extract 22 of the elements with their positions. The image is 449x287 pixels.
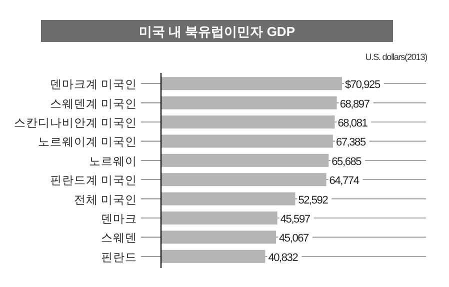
category: 노르웨이 <box>89 156 137 168</box>
category: 덴마크 <box>101 214 137 226</box>
category: 스칸디나비안계 미국인 <box>14 118 137 130</box>
category: 핀란드 <box>101 252 137 264</box>
value-label: 65,685 <box>332 156 362 168</box>
category: 덴마크계 미국인 <box>50 79 137 92</box>
category: 핀란드계 미국인 <box>50 175 137 188</box>
category: 스웨덴 <box>101 232 137 245</box>
value-label: 45,067 <box>279 232 308 245</box>
value-label: 45,597 <box>280 214 310 226</box>
annotation: U.S. dollars(2013) <box>365 52 427 62</box>
category: 노르웨이계 미국인 <box>38 136 137 149</box>
value-label: 40,832 <box>268 252 298 264</box>
value-label: $70,925 <box>345 79 380 92</box>
value-label: 67,385 <box>336 136 366 149</box>
title: 미국 내 북유럽이민자 GDP <box>139 24 295 39</box>
value-label: 52,592 <box>298 194 328 206</box>
value-label: 68,081 <box>338 118 368 130</box>
value-label: 68,897 <box>340 98 370 110</box>
category: 전체 미국인 <box>74 194 137 206</box>
category: 스웨덴계 미국인 <box>50 98 137 110</box>
value-label: 64,774 <box>329 175 359 188</box>
